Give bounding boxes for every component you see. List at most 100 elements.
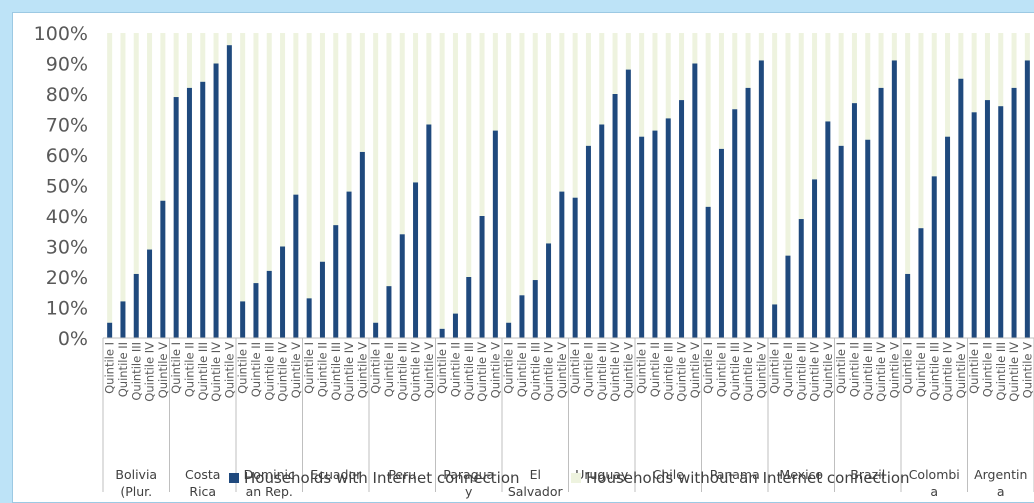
quintile-tick-label: Quintile II [714,342,728,397]
bar-with-internet [572,197,578,338]
bar-with-internet [240,301,246,338]
country-label: Chile [653,467,685,482]
quintile-tick-label: Quintile V [422,342,436,398]
quintile-tick-label: Quintile V [621,342,635,398]
quintile-tick-label: Quintile IV [1007,342,1021,402]
quintile-tick-label: Quintile II [648,342,662,397]
y-tick-label: 90% [46,54,88,76]
bar-without-internet [452,33,458,314]
bar-without-internet [732,33,738,110]
y-tick-label: 40% [46,206,88,228]
bar-without-internet [785,33,791,256]
bar-with-internet [891,60,897,338]
bar-without-internet [147,33,153,250]
bar-without-internet [479,33,485,216]
bar-with-internet [1024,60,1030,338]
y-tick-label: 30% [46,237,88,259]
bar-without-internet [612,33,618,94]
quintile-tick-label: Quintile I [901,342,915,394]
country-label: Colombi [909,467,960,482]
quintile-tick-label: Quintile I [635,342,649,394]
bar-with-internet [546,243,552,338]
y-tick-label: 20% [46,267,88,289]
bar-with-internet [506,322,512,338]
quintile-tick-label: Quintile III [927,342,941,401]
bar-with-internet [532,280,538,338]
quintile-tick-label: Quintile III [994,342,1008,401]
bar-without-internet [878,33,884,88]
bar-without-internet [958,33,964,79]
bar-without-internet [665,33,671,119]
quintile-tick-label: Quintile V [754,342,768,398]
bar-with-internet [905,273,911,338]
bar-without-internet [745,33,751,88]
quintile-tick-label: Quintile II [448,342,462,397]
bar-with-internet [785,255,791,338]
bar-with-internet [306,298,312,338]
bar-with-internet [479,216,485,338]
bar-without-internet [306,33,312,299]
legend-swatch-without-internet [571,473,581,483]
bar-with-internet [825,121,831,338]
bar-with-internet [266,270,272,338]
bar-without-internet [240,33,246,302]
bar-without-internet [173,33,179,98]
y-tick-label: 100% [34,23,88,45]
bar-with-internet [359,151,365,338]
bar-with-internet [160,200,166,338]
bar-with-internet [812,179,818,338]
quintile-tick-label: Quintile II [182,342,196,397]
quintile-tick-label: Quintile V [289,342,303,398]
quintile-tick-label: Quintile III [595,342,609,401]
bar-with-internet [186,87,192,339]
country-label: y [465,484,473,499]
quintile-tick-label: Quintile IV [608,342,622,402]
bar-without-internet [572,33,578,198]
quintile-tick-label: Quintile I [302,342,316,394]
bar-with-internet [399,234,405,338]
bar-without-internet [293,33,299,195]
bar-with-internet [984,100,990,338]
bar-without-internet [266,33,272,271]
bar-without-internet [945,33,951,137]
quintile-tick-label: Quintile V [887,342,901,398]
quintile-tick-label: Quintile V [821,342,835,398]
country-label: Mexico [779,467,823,482]
bar-without-internet [772,33,778,305]
bar-without-internet [718,33,724,149]
quintile-tick-label: Quintile IV [675,342,689,402]
bar-without-internet [426,33,432,125]
bar-without-internet [133,33,139,274]
legend-item-with-internet: Households with Internet connection [229,469,520,487]
quintile-tick-label: Quintile III [129,342,143,401]
bar-with-internet [200,81,206,339]
bar-with-internet [120,301,126,338]
country-label: a [930,484,938,499]
bar-with-internet [971,112,977,338]
country-label: Salvador [508,484,564,499]
bar-without-internet [107,33,113,323]
bar-with-internet [732,109,738,338]
bar-without-internet [1024,33,1030,61]
bar-without-internet [532,33,538,281]
country-label: Panama [710,467,760,482]
country-label: Bolivia [115,467,157,482]
quintile-tick-label: Quintile IV [542,342,556,402]
bar-without-internet [825,33,831,122]
bar-without-internet [319,33,325,262]
quintile-tick-label: Quintile III [861,342,875,401]
quintile-tick-label: Quintile IV [342,342,356,402]
bar-without-internet [599,33,605,125]
bar-with-internet [931,176,937,338]
bar-with-internet [280,246,286,338]
bar-with-internet [333,225,339,338]
bar-without-internet [359,33,365,152]
quintile-tick-label: Quintile V [355,342,369,398]
quintile-tick-label: Quintile III [196,342,210,401]
quintile-tick-label: Quintile II [781,342,795,397]
bar-with-internet [599,124,605,338]
quintile-tick-label: Quintile II [914,342,928,397]
bar-with-internet [426,124,432,338]
y-tick-label: 70% [46,115,88,137]
